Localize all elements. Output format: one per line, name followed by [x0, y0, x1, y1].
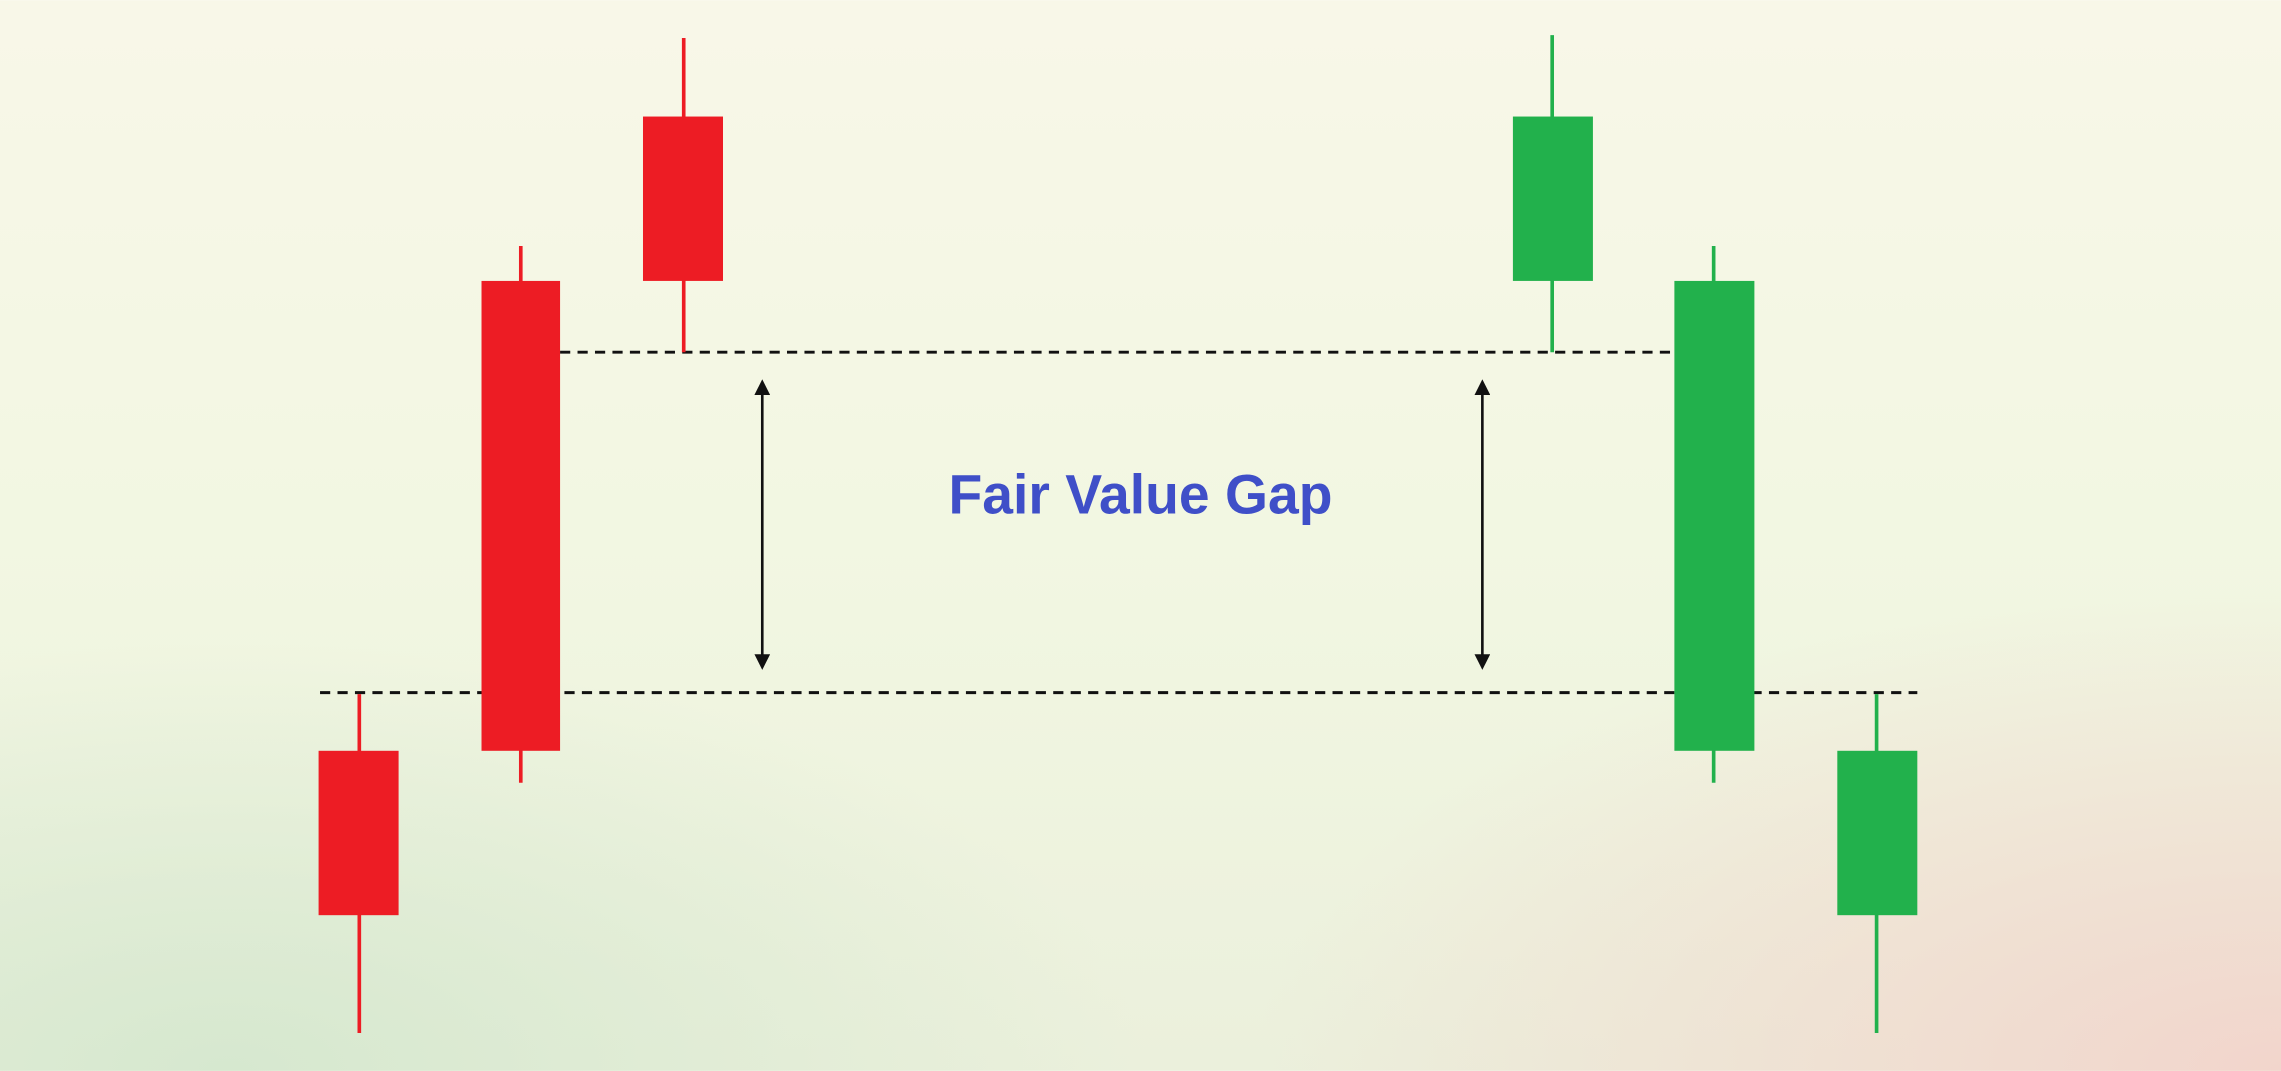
- candle-body: [1674, 280, 1755, 751]
- candle-body: [1512, 116, 1593, 281]
- gap-label: Fair Value Gap: [949, 464, 1333, 526]
- green-candles: [1512, 116, 1918, 916]
- candle-body: [1837, 750, 1918, 916]
- gap-lines: [320, 350, 1918, 695]
- candle-body: [318, 750, 399, 916]
- red-candles: [318, 116, 723, 916]
- candle-body: [481, 280, 561, 751]
- gap-arrows: [754, 379, 1491, 670]
- candle-body: [642, 116, 723, 281]
